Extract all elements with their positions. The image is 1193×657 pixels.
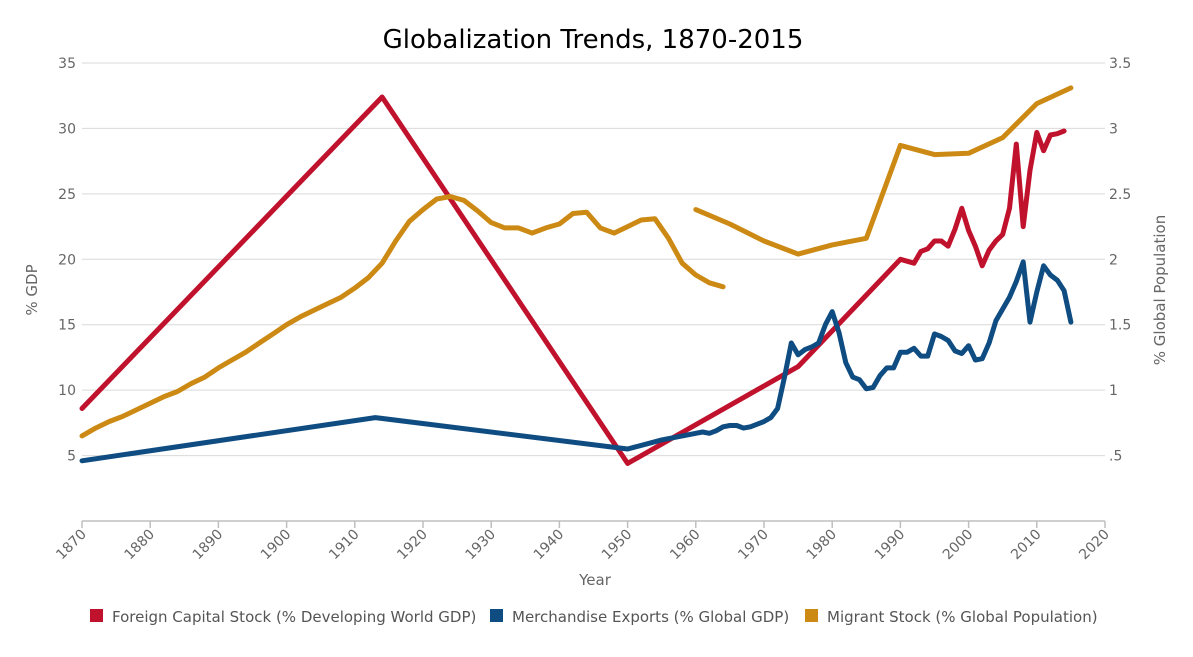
legend-label: Foreign Capital Stock (% Developing Worl… <box>112 608 476 626</box>
y2-tick-label: 3.5 <box>1109 56 1131 72</box>
series-line-1-segment-0 <box>79 259 1074 464</box>
y2-tick-label: 2.5 <box>1109 187 1131 203</box>
y2-tick-label: 1.5 <box>1109 318 1131 334</box>
x-tick-label: 1920 <box>394 527 431 564</box>
x-tick-label: 2000 <box>940 527 977 564</box>
x-tick-label: 2010 <box>1008 527 1045 564</box>
y2-tick-label: .5 <box>1109 449 1122 465</box>
axes: 5 10 15 20 25 30 35 .5 1 1.5 2 2.5 3 3.5 1870 1880 1890 1… <box>53 56 1131 563</box>
y-tick-label: 30 <box>58 121 76 137</box>
x-tick-label: 1880 <box>122 527 159 564</box>
legend-label: Merchandise Exports (% Global GDP) <box>512 608 789 626</box>
x-tick-label: 1950 <box>599 527 636 564</box>
y2-axis-label: % Global Population <box>1151 215 1169 365</box>
legend-swatch <box>490 609 503 622</box>
x-tick-label: 1870 <box>53 527 90 564</box>
x-tick-label: 1960 <box>667 527 704 564</box>
series-line-0-segment-0 <box>79 94 1067 466</box>
legend-label: Migrant Stock (% Global Population) <box>827 608 1098 626</box>
y-axis-label: % GDP <box>23 264 41 315</box>
y-tick-label: 35 <box>58 56 76 72</box>
legend-swatch <box>90 609 103 622</box>
y2-tick-label: 2 <box>1109 252 1118 268</box>
x-axis-label: Year <box>578 571 612 589</box>
grid-lines <box>82 62 1105 457</box>
series-lines <box>79 85 1074 466</box>
legend: Foreign Capital Stock (% Developing Worl… <box>90 608 1098 626</box>
series-line-2-segment-1 <box>693 85 1074 257</box>
x-tick-label: 1990 <box>872 527 909 564</box>
chart-title: Globalization Trends, 1870-2015 <box>383 25 804 55</box>
y-tick-label: 20 <box>58 252 76 268</box>
y-tick-label: 25 <box>58 187 76 203</box>
y-tick-label: 5 <box>67 449 76 465</box>
y2-tick-label: 1 <box>1109 383 1118 399</box>
x-tick-label: 1890 <box>190 527 227 564</box>
y-tick-label: 10 <box>58 383 76 399</box>
y2-tick-label: 3 <box>1109 121 1118 137</box>
x-tick-label: 1900 <box>258 527 295 564</box>
x-tick-label: 1970 <box>735 527 772 564</box>
legend-swatch <box>805 609 818 622</box>
x-tick-label: 2020 <box>1076 527 1113 564</box>
x-tick-label: 1980 <box>804 527 841 564</box>
y-tick-label: 15 <box>58 318 76 334</box>
x-tick-label: 1910 <box>326 527 363 564</box>
series-line-2-segment-0 <box>79 194 726 439</box>
x-tick-label: 1930 <box>463 527 500 564</box>
x-tick-label: 1940 <box>531 527 568 564</box>
